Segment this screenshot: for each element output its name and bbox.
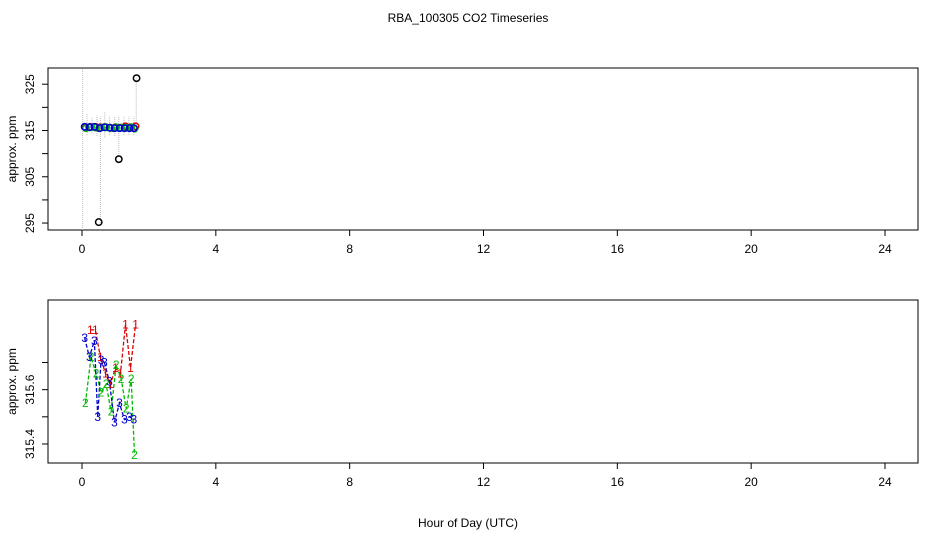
- series-1-label: 1: [87, 323, 94, 337]
- series-3-point: [129, 124, 138, 133]
- series-3-line: [84, 337, 135, 423]
- series-2-label: 2: [123, 402, 130, 416]
- series-1-label: 1: [97, 350, 104, 364]
- y-tick-label: 325: [23, 74, 37, 94]
- series-2-label: 2: [118, 372, 125, 386]
- outlier-point: [132, 74, 141, 83]
- y-axis-title: approx. ppm: [5, 348, 19, 415]
- plot-area: [80, 68, 141, 230]
- series-1-label: 1: [107, 377, 114, 391]
- y-tick-label: 305: [23, 166, 37, 186]
- series-3-label: 3: [86, 350, 93, 364]
- series-3-label: 3: [101, 355, 108, 369]
- series-3-point: [120, 124, 129, 133]
- series-3-point: [85, 123, 94, 132]
- x-tick-label: 20: [744, 475, 758, 489]
- series-1-label: 1: [122, 317, 129, 331]
- x-tick-label: 8: [346, 242, 353, 256]
- series-1-label: 1: [112, 361, 119, 375]
- x-tick-label: 12: [477, 242, 491, 256]
- series-2-label: 2: [93, 366, 100, 380]
- series-3-label: 3: [106, 375, 113, 389]
- series-2-label: 2: [113, 358, 120, 372]
- top-panel: 0 4 8 12 16 20 24 295 305 315 325 approx. ppm: [5, 67, 919, 256]
- x-tick-label: 4: [212, 242, 219, 256]
- plot-frame: [47, 299, 919, 464]
- series-3-point: [95, 124, 104, 133]
- outlier-point: [94, 218, 103, 227]
- plot-area: [84, 324, 137, 455]
- series-2-label: 2: [128, 372, 135, 386]
- y-tick-label: 315.6: [23, 374, 37, 404]
- series-3-label: 3: [116, 396, 123, 410]
- x-tick-label: 8: [346, 475, 353, 489]
- series-3-label: 3: [91, 334, 98, 348]
- series-1-label: 1: [132, 317, 139, 331]
- series-1-label: 1: [127, 361, 134, 375]
- series-3-label: 3: [126, 410, 133, 424]
- series-2-label: 2: [82, 396, 89, 410]
- series-3-label: 3: [81, 331, 88, 345]
- series-2-label: 2: [131, 448, 138, 462]
- series-3-point: [90, 122, 99, 131]
- series-3-label: 3: [121, 413, 128, 427]
- series-2-label: 2: [103, 377, 110, 391]
- x-tick-label: 16: [611, 242, 625, 256]
- x-tick-label: 20: [744, 242, 758, 256]
- series-3-label: 3: [111, 415, 118, 429]
- series-2-line: [84, 356, 136, 455]
- y-axis-title: approx. ppm: [5, 116, 19, 183]
- x-tick-label: 0: [79, 242, 86, 256]
- series-3-point: [125, 124, 134, 133]
- series-1-label: 1: [117, 366, 124, 380]
- x-tick-label: 0: [79, 475, 86, 489]
- series-3-label: 3: [94, 410, 101, 424]
- series-3-point: [100, 123, 109, 132]
- y-tick-label: 315: [23, 120, 37, 140]
- series-3-point: [110, 124, 119, 133]
- series-2-point: [82, 124, 90, 133]
- x-axis-title: Hour of Day (UTC): [418, 516, 518, 530]
- x-tick-label: 4: [212, 475, 219, 489]
- series-2-label: 2: [88, 350, 95, 364]
- series-1-label: 1: [102, 366, 109, 380]
- series-2-label: 2: [108, 404, 115, 418]
- y-tick-label: 315.4: [23, 429, 37, 459]
- series-1-line: [90, 324, 137, 387]
- x-tick-label: 16: [611, 475, 625, 489]
- x-tick-label: 24: [878, 242, 892, 256]
- series-2-label: 2: [98, 385, 105, 399]
- series-3-point: [115, 124, 124, 133]
- series-3-point: [80, 122, 89, 131]
- main-title: RBA_100305 CO2 Timeseries: [388, 11, 549, 25]
- series-3-point: [105, 123, 114, 132]
- x-tick-label: 24: [878, 475, 892, 489]
- series-3-label: 3: [98, 353, 105, 367]
- x-tick-label: 12: [477, 475, 491, 489]
- series-1-label: 1: [92, 323, 99, 337]
- outlier-point: [114, 155, 123, 164]
- series-3-label: 3: [131, 413, 138, 427]
- plot-frame: [47, 67, 919, 231]
- y-tick-label: 295: [23, 213, 37, 233]
